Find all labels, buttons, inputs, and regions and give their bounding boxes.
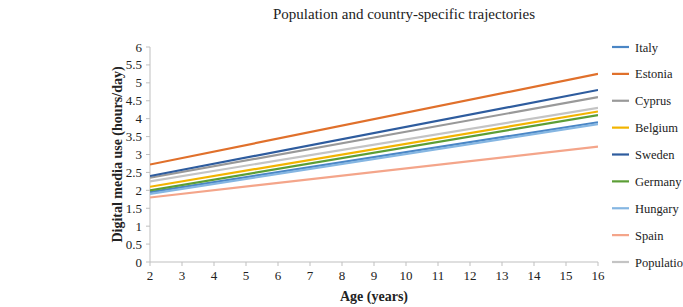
x-tick [470,262,471,266]
y-tick-label: 4.5 [126,93,142,108]
x-tick [406,262,407,266]
chart-container: Population and country-specific trajecto… [0,0,683,307]
x-tick [246,262,247,266]
x-tick-label: 11 [432,268,445,283]
legend-label: Estonia [635,67,673,81]
series-line [150,112,598,187]
legend-swatch [612,153,629,155]
x-tick [150,262,151,266]
x-tick [598,262,599,266]
legend-label: Cyprus [635,94,671,108]
series-line [150,97,598,178]
y-tick-label: 2.5 [126,165,142,180]
x-tick [438,262,439,266]
chart-title: Population and country-specific trajecto… [273,6,535,22]
x-tick-label: 13 [496,268,509,283]
x-tick-label: 12 [464,268,477,283]
legend-label: Spain [635,229,664,243]
x-tick [214,262,215,266]
y-axis-line [150,47,151,262]
y-tick [146,100,150,101]
y-tick [146,208,150,209]
legend-swatch [612,234,629,236]
x-tick-label: 9 [371,268,378,283]
x-axis-label: Age (years) [340,289,408,305]
x-tick [534,262,535,266]
y-tick-label: 3.5 [126,129,142,144]
x-tick [310,262,311,266]
legend-swatch [612,180,629,182]
y-tick [146,82,150,83]
y-tick [146,154,150,155]
x-tick-label: 2 [147,268,154,283]
legend-label: Germany [635,175,682,189]
y-tick-label: 5 [136,75,143,90]
x-tick-label: 15 [560,268,573,283]
y-axis-label: Digital media use (hours/day) [110,66,126,243]
legend-label: Population mean [635,256,683,270]
series-line [150,124,598,194]
x-axis-line [150,262,598,263]
y-tick-label: 2 [136,183,143,198]
x-tick-label: 4 [211,268,218,283]
x-tick-label: 14 [528,268,542,283]
x-tick-label: 16 [592,268,606,283]
x-tick-label: 6 [275,268,282,283]
legend-swatch [612,127,629,129]
series-line [150,115,598,190]
x-tick [182,262,183,266]
legend-swatch [612,100,629,102]
y-tick-label: 3 [136,147,143,162]
y-tick [146,262,150,263]
legend-label: Italy [635,41,659,55]
legend-swatch [612,207,629,209]
y-tick-label: 0.5 [126,237,142,252]
series-line [150,108,598,181]
plot-lines [150,74,598,198]
y-tick-label: 0 [136,255,143,270]
y-tick-label: 5.5 [126,57,142,72]
legend-swatch [612,46,629,48]
x-tick-label: 7 [307,268,314,283]
x-tick [342,262,343,266]
x-tick [566,262,567,266]
y-tick [146,172,150,173]
y-tick [146,190,150,191]
x-tick-label: 8 [339,268,346,283]
y-tick [146,47,150,48]
series-line [150,147,598,198]
series-line [150,90,598,176]
x-tick [502,262,503,266]
y-tick-label: 1 [136,219,143,234]
y-tick-label: 6 [136,40,143,55]
y-tick [146,64,150,65]
x-tick [374,262,375,266]
legend-label: Hungary [635,202,679,216]
legend-label: Sweden [635,148,675,162]
y-tick-label: 1.5 [126,201,142,216]
y-tick [146,136,150,137]
legend-label: Belgium [635,121,678,135]
y-tick-label: 4 [136,111,143,126]
x-tick-label: 5 [243,268,250,283]
y-tick [146,244,150,245]
x-tick-label: 3 [179,268,186,283]
y-tick [146,226,150,227]
legend-swatch [612,73,629,75]
x-tick [278,262,279,266]
y-tick [146,118,150,119]
x-tick-label: 10 [400,268,413,283]
legend-swatch [612,261,629,263]
chart-svg: Population and country-specific trajecto… [0,0,683,307]
